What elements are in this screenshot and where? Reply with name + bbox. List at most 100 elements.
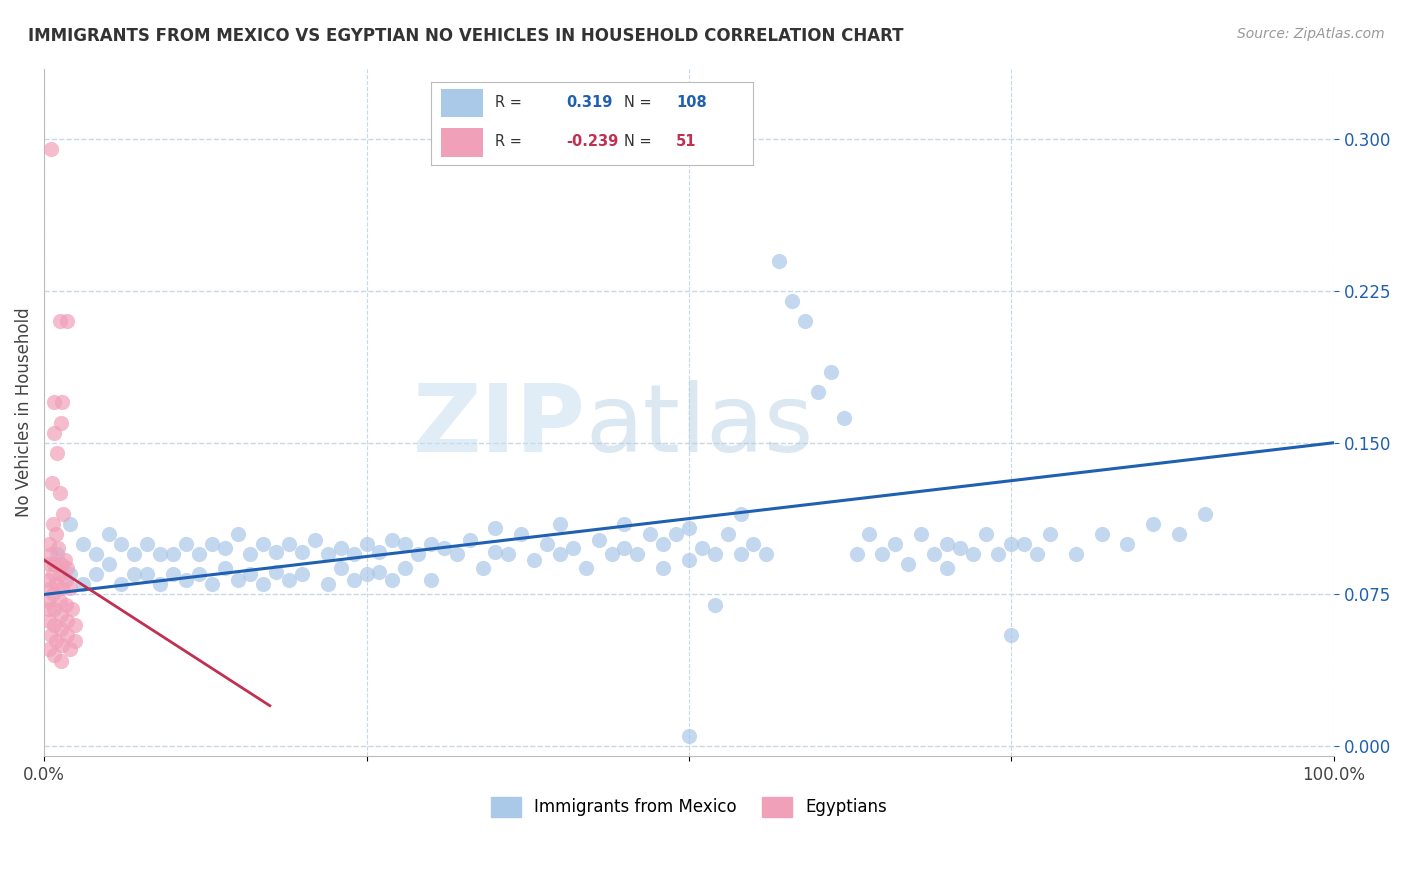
Point xyxy=(703,547,725,561)
Point xyxy=(484,545,506,559)
Point xyxy=(44,395,66,409)
Point xyxy=(56,561,79,575)
Point xyxy=(252,577,274,591)
Point xyxy=(678,729,700,743)
Point xyxy=(1026,547,1049,561)
Point xyxy=(1142,516,1164,531)
Point xyxy=(278,574,301,588)
Point xyxy=(42,567,65,582)
Point xyxy=(49,622,72,636)
Point xyxy=(458,533,481,547)
Point xyxy=(38,642,60,657)
Point xyxy=(498,547,520,561)
Text: Source: ZipAtlas.com: Source: ZipAtlas.com xyxy=(1237,27,1385,41)
Point xyxy=(252,537,274,551)
Point xyxy=(48,567,70,582)
Point xyxy=(59,582,82,596)
Point xyxy=(51,395,73,409)
Point xyxy=(149,577,172,591)
Point xyxy=(987,547,1010,561)
Point xyxy=(343,574,366,588)
Point xyxy=(613,516,636,531)
Point xyxy=(678,553,700,567)
Point xyxy=(665,526,688,541)
Point xyxy=(510,526,533,541)
Point xyxy=(394,537,416,551)
Point xyxy=(1039,526,1062,541)
Point xyxy=(42,516,65,531)
Point xyxy=(110,537,132,551)
Point xyxy=(136,567,159,582)
Point xyxy=(910,526,932,541)
Point xyxy=(41,476,63,491)
Point xyxy=(239,547,262,561)
Point xyxy=(548,516,571,531)
Point xyxy=(187,547,209,561)
Point xyxy=(588,533,610,547)
Point xyxy=(49,654,72,668)
Point xyxy=(45,634,67,648)
Point xyxy=(329,541,352,555)
Point xyxy=(264,565,287,579)
Point xyxy=(962,547,984,561)
Point xyxy=(356,567,378,582)
Text: atlas: atlas xyxy=(586,380,814,472)
Point xyxy=(922,547,945,561)
Point xyxy=(832,411,855,425)
Point xyxy=(46,541,69,555)
Point xyxy=(316,577,339,591)
Point xyxy=(45,577,67,591)
Point xyxy=(52,507,75,521)
Point xyxy=(38,614,60,628)
Point xyxy=(44,601,66,615)
Point xyxy=(406,547,429,561)
Point xyxy=(446,547,468,561)
Point xyxy=(59,642,82,657)
Point xyxy=(717,526,740,541)
Point xyxy=(304,533,326,547)
Point xyxy=(626,547,648,561)
Point xyxy=(343,547,366,561)
Point xyxy=(44,648,66,662)
Point xyxy=(548,547,571,561)
Point xyxy=(356,537,378,551)
Point xyxy=(39,547,62,561)
Point xyxy=(278,537,301,551)
Point xyxy=(226,574,249,588)
Point xyxy=(48,314,70,328)
Point xyxy=(690,541,713,555)
Point xyxy=(201,577,224,591)
Point xyxy=(433,541,456,555)
Point xyxy=(136,537,159,551)
Point xyxy=(1000,537,1022,551)
Point xyxy=(84,547,107,561)
Point xyxy=(44,425,66,440)
Point xyxy=(149,547,172,561)
Point xyxy=(820,365,842,379)
Point xyxy=(730,547,752,561)
Point xyxy=(420,574,443,588)
Text: IMMIGRANTS FROM MEXICO VS EGYPTIAN NO VEHICLES IN HOUSEHOLD CORRELATION CHART: IMMIGRANTS FROM MEXICO VS EGYPTIAN NO VE… xyxy=(28,27,904,45)
Point xyxy=(613,541,636,555)
Point xyxy=(38,557,60,571)
Point xyxy=(226,526,249,541)
Point xyxy=(381,533,404,547)
Point xyxy=(39,582,62,596)
Legend: Immigrants from Mexico, Egyptians: Immigrants from Mexico, Egyptians xyxy=(484,790,894,823)
Point xyxy=(807,385,830,400)
Point xyxy=(1012,537,1035,551)
Point xyxy=(368,545,391,559)
Point xyxy=(39,143,62,157)
Point xyxy=(678,521,700,535)
Point xyxy=(51,638,73,652)
Point xyxy=(291,545,314,559)
Point xyxy=(600,547,623,561)
Point xyxy=(471,561,494,575)
Point xyxy=(884,537,907,551)
Point xyxy=(755,547,778,561)
Point xyxy=(162,567,184,582)
Point xyxy=(201,537,224,551)
Point xyxy=(46,446,69,460)
Point xyxy=(49,607,72,622)
Point xyxy=(780,294,803,309)
